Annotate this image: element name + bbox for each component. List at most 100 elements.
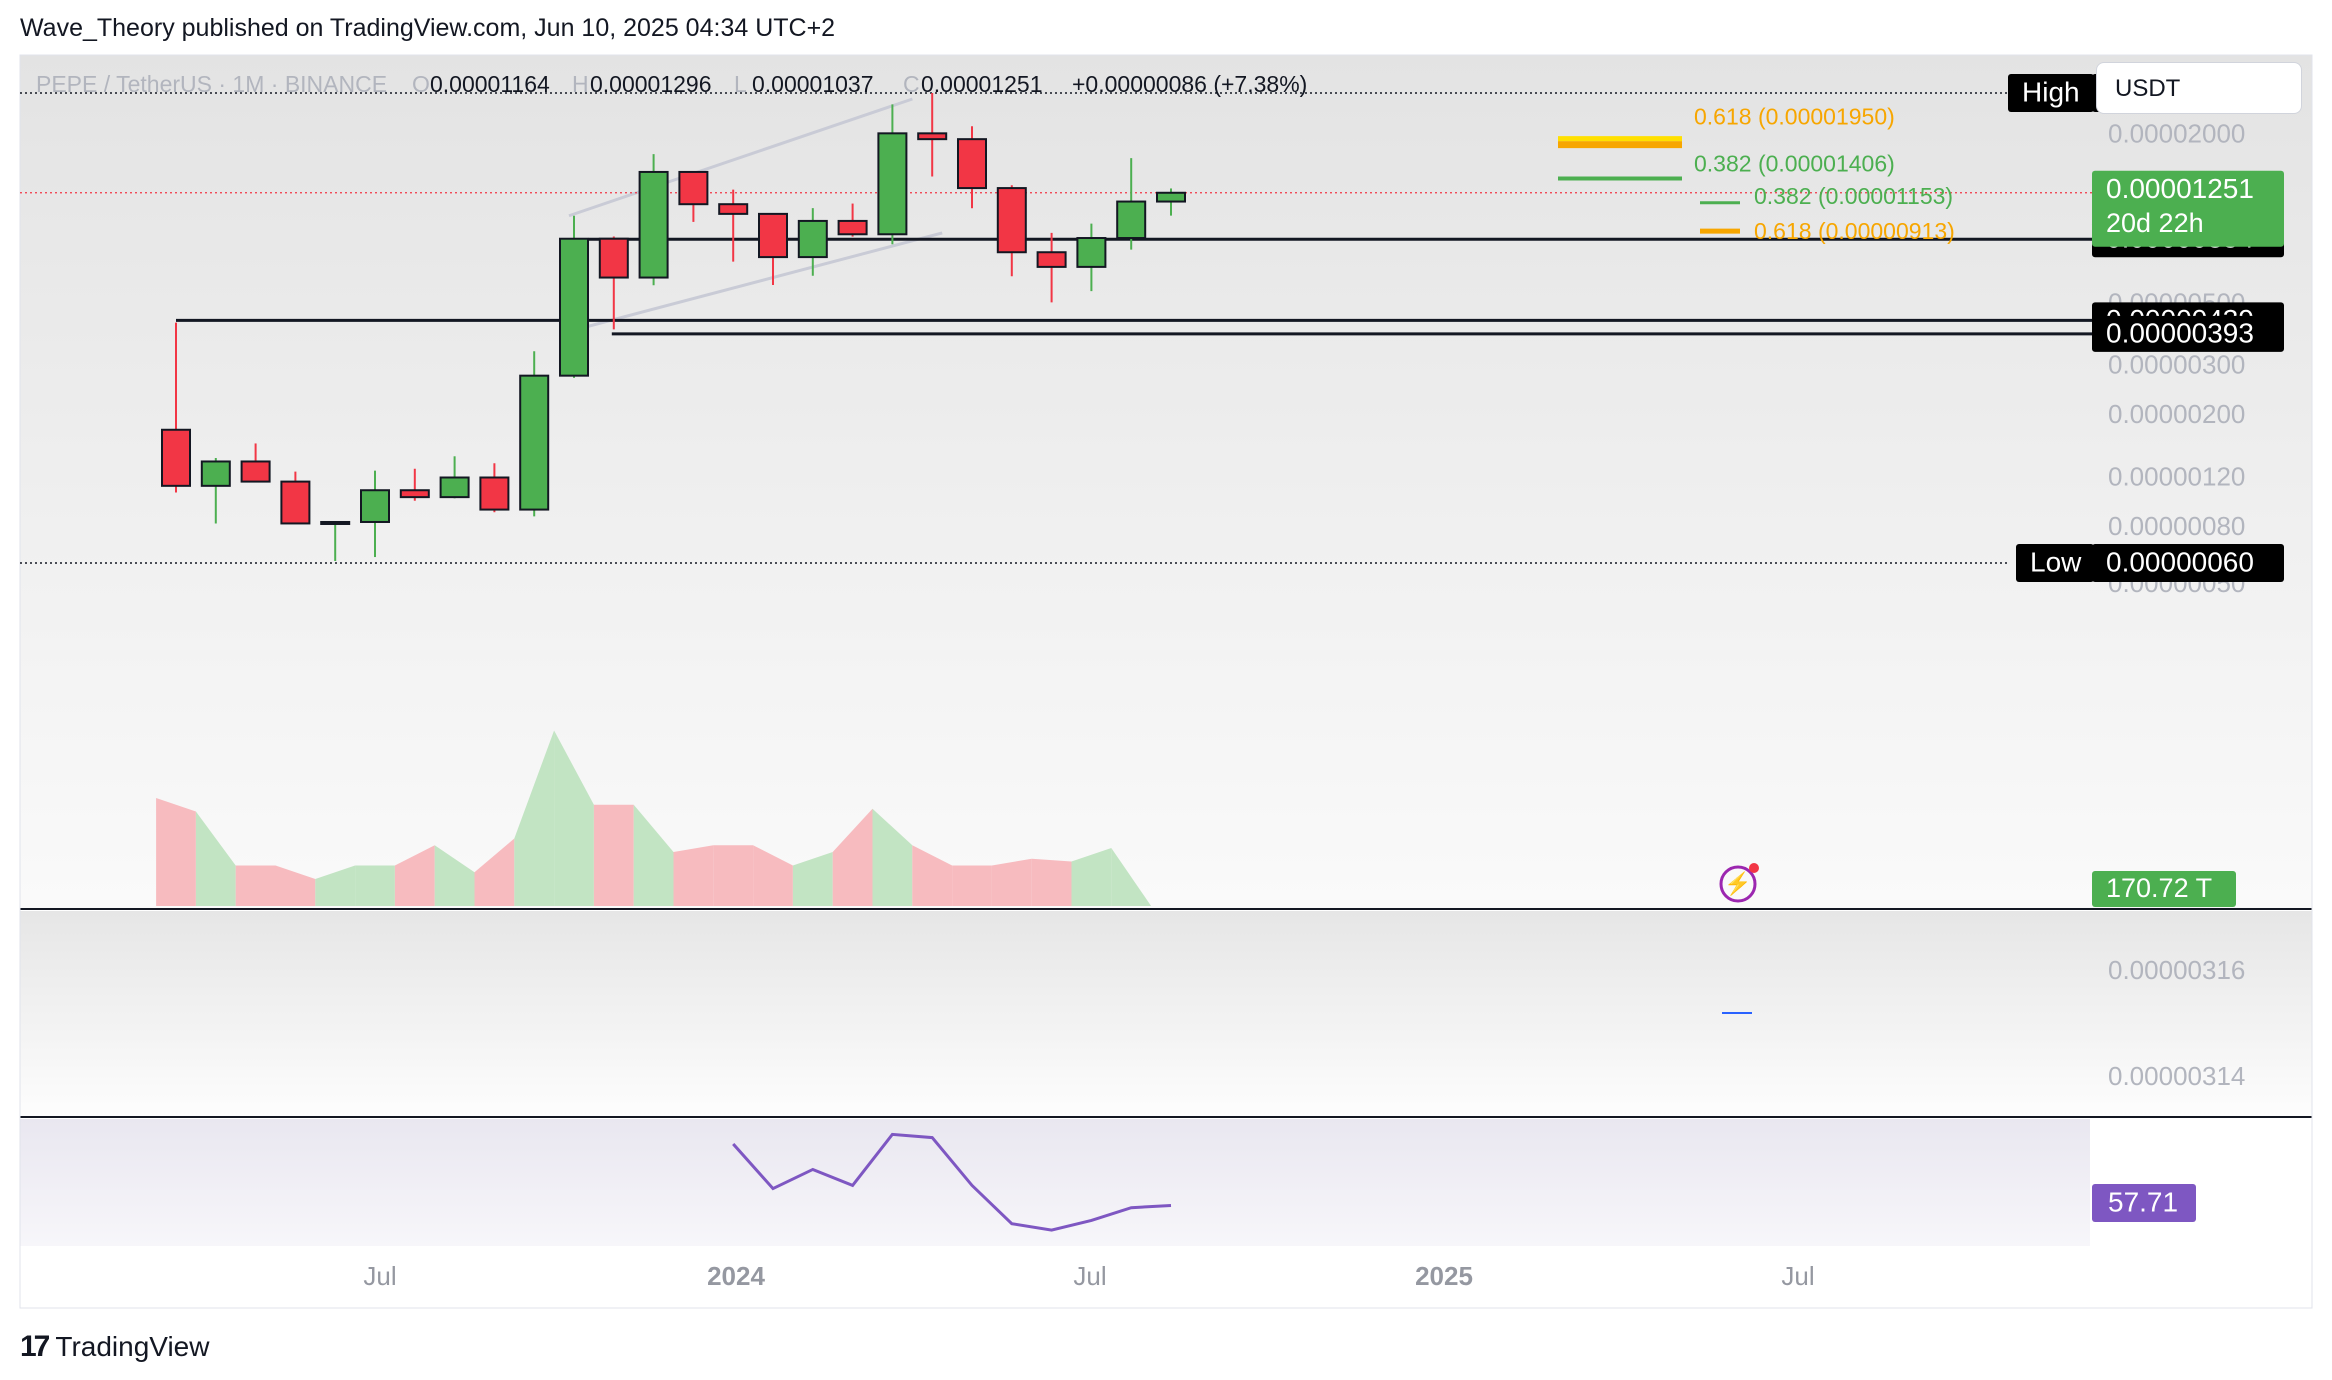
volume-tag-value: 170.72 T xyxy=(2106,873,2212,903)
drawings-layer[interactable]: 0.618 (0.00001950) 0.382 (0.00001406) 0.38… xyxy=(20,92,2100,564)
time-axis-label: Jul xyxy=(1781,1261,1814,1291)
volume-area-segment xyxy=(195,811,236,906)
volume-area-segment xyxy=(514,730,555,906)
fib-label: 0.618 (0.00000913) xyxy=(1754,218,1955,244)
rsi-pane-bg xyxy=(20,1119,2090,1246)
volume-area-segment xyxy=(315,865,356,906)
fib-label: 0.382 (0.00001406) xyxy=(1694,151,1895,177)
publisher-line: Wave_Theory published on TradingView.com… xyxy=(20,14,836,42)
legend-h-value: 0.00001296 xyxy=(590,71,712,97)
level-label-2: 0.00000393 xyxy=(2106,317,2254,348)
candle-body[interactable] xyxy=(638,170,669,279)
volume-area-segment xyxy=(633,804,674,906)
price-axis-tick: 0.00002000 xyxy=(2108,118,2245,148)
tradingview-logo-icon: 17 xyxy=(20,1330,50,1363)
chart-border xyxy=(19,54,2313,1309)
volume-area-segment xyxy=(952,865,992,906)
volume-area-segment xyxy=(713,845,754,906)
middle-axis-tick: 0.00000316 xyxy=(2108,955,2245,985)
volume-area-segment xyxy=(275,865,316,906)
rsi-tag-bg xyxy=(2092,1184,2196,1222)
candle-body[interactable] xyxy=(996,187,1027,254)
middle-pane-bg xyxy=(20,911,2312,1117)
low-tag-value: 0.00000060 xyxy=(2106,546,2254,577)
level-label-2-bg xyxy=(2092,315,2284,352)
volume-area-segment xyxy=(1071,847,1112,906)
legend-h-label: H xyxy=(572,71,589,97)
candle-body[interactable] xyxy=(758,212,788,259)
candle-body[interactable] xyxy=(479,476,510,511)
low-tag-value-bg xyxy=(2092,544,2284,582)
candle-body[interactable] xyxy=(161,428,191,487)
volume-area-segment xyxy=(792,852,833,906)
candle-body[interactable] xyxy=(320,520,351,525)
volume-area-segment xyxy=(912,845,953,906)
rsi-line xyxy=(732,1132,1172,1232)
price-axis-tick: 0.00000200 xyxy=(2108,399,2245,429)
lightning-glyph: ⚡ xyxy=(1724,871,1751,897)
candle-body[interactable] xyxy=(559,237,589,377)
fib-label: 0.618 (0.00001950) xyxy=(1694,104,1895,130)
currency-button[interactable]: USDT xyxy=(2096,62,2302,114)
candle-body[interactable] xyxy=(240,460,271,483)
candle-body[interactable] xyxy=(399,489,430,499)
time-axis-bg xyxy=(20,1246,2312,1308)
candle-body[interactable] xyxy=(439,476,470,499)
legend-o-label: O xyxy=(412,71,430,97)
price-axis-tick: 0.00000120 xyxy=(2108,461,2245,491)
alert-dot xyxy=(1749,863,1759,873)
volume-area-segment xyxy=(554,730,594,906)
legend-l-value: 0.00001037 xyxy=(752,71,874,97)
low-tag-label-bg xyxy=(2016,544,2094,582)
volume-area-segment xyxy=(474,838,515,906)
volume-area-segment xyxy=(355,865,395,906)
candle-body[interactable] xyxy=(837,219,868,236)
volume-area-segment xyxy=(434,845,475,906)
rsi-layer xyxy=(732,1012,1752,1232)
volume-area-segment xyxy=(593,804,634,906)
candle-body[interactable] xyxy=(797,219,828,259)
legend-c-label: C xyxy=(903,71,920,97)
candles-layer[interactable] xyxy=(161,93,1186,561)
candle-body[interactable] xyxy=(718,203,749,215)
candle-body[interactable] xyxy=(957,138,987,190)
candle-body[interactable] xyxy=(1156,191,1186,203)
price-axis-tick: 0.00000300 xyxy=(2108,350,2245,380)
channel-upper-line[interactable] xyxy=(568,97,913,218)
time-axis-label: 2024 xyxy=(707,1261,765,1291)
tradingview-logo[interactable]: 17 TradingView xyxy=(20,1330,209,1364)
high-tag-label: High xyxy=(2022,76,2080,107)
rsi-tag-value: 57.71 xyxy=(2108,1186,2178,1217)
volume-area-segment xyxy=(991,858,1032,906)
candle-body[interactable] xyxy=(1116,200,1147,240)
candle-body[interactable] xyxy=(200,460,231,487)
candle-countdown: 20d 22h xyxy=(2106,208,2204,238)
price-axis-tick: 0.00000080 xyxy=(2108,511,2245,541)
time-axis-label: 2025 xyxy=(1415,1261,1473,1291)
candle-body[interactable] xyxy=(1036,251,1067,268)
volume-layer xyxy=(156,730,1152,906)
channel-lower-line[interactable] xyxy=(578,231,943,331)
volume-area-segment xyxy=(1111,847,1152,906)
candle-body[interactable] xyxy=(877,132,908,236)
candle-body[interactable] xyxy=(519,374,550,511)
time-axis-label: Jul xyxy=(363,1261,396,1291)
volume-area-segment xyxy=(673,845,714,906)
volume-area-segment xyxy=(1031,858,1072,906)
volume-area-segment xyxy=(832,808,873,906)
low-tag-label: Low xyxy=(2030,546,2082,577)
candle-body[interactable] xyxy=(360,489,390,523)
legend-l-label: L xyxy=(734,71,747,97)
legend-c-value: 0.00001251 xyxy=(921,71,1043,97)
volume-area-segment xyxy=(753,845,793,906)
candle-body[interactable] xyxy=(598,237,629,279)
candle-body[interactable] xyxy=(280,480,311,525)
current-price-tag-bg xyxy=(2092,170,2284,247)
alert-lightning-icon[interactable] xyxy=(1719,865,1757,903)
candle-body[interactable] xyxy=(1076,237,1107,268)
candle-body[interactable] xyxy=(678,170,709,206)
fib-label: 0.382 (0.00001153) xyxy=(1754,183,1953,209)
candle-body[interactable] xyxy=(917,132,948,141)
